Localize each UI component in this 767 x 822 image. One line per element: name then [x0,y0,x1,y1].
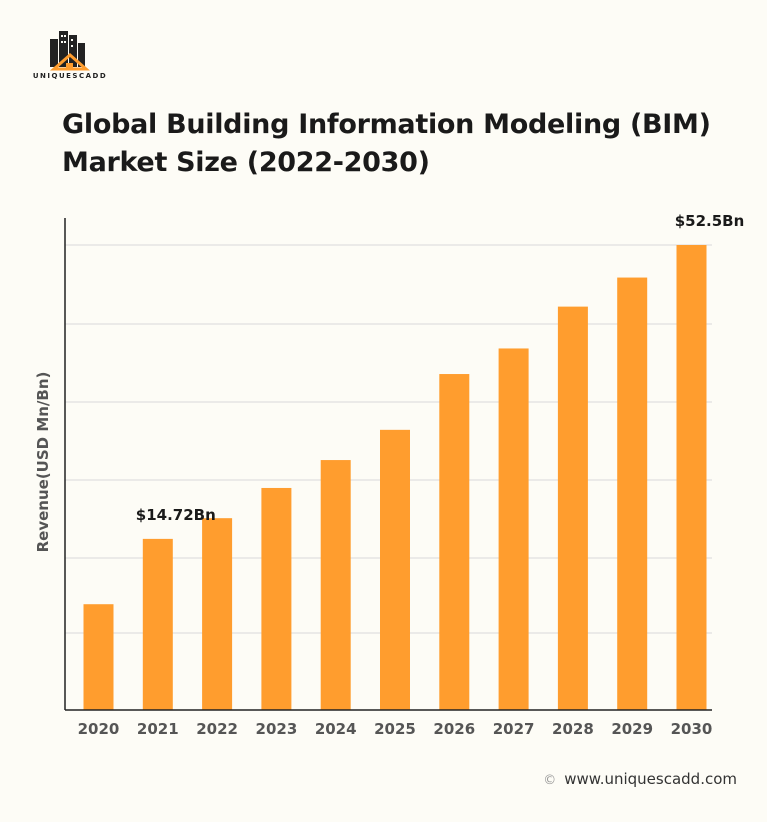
bar-2030 [676,245,707,710]
x-tick-label: 2028 [552,720,594,738]
x-tick-label: 2029 [611,720,653,738]
bar-2027 [498,348,529,710]
bar-2020 [83,604,114,710]
title-line-2: Market Size (2022-2030) [62,147,430,178]
y-axis-label: Revenue(USD Mn/Bn) [34,372,52,553]
brand-logo: UNIQUESCADD [30,25,110,85]
bar-2029 [617,277,648,710]
website-link[interactable]: www.uniquescadd.com [564,770,737,788]
x-tick-label: 2025 [374,720,416,738]
bar-2022 [202,518,233,710]
footer: © www.uniquescadd.com [543,770,737,788]
data-label-2030: $52.5Bn [675,212,745,230]
x-tick-label: 2021 [137,720,179,738]
chart-title: Global Building Information Modeling (BI… [62,106,722,182]
x-tick-label: 2020 [78,720,120,738]
x-tick-label: 2027 [493,720,535,738]
building-logo-icon [50,31,90,71]
bar-2028 [557,306,588,710]
x-tick-label: 2023 [256,720,298,738]
x-tick-label: 2026 [433,720,475,738]
title-line-1: Global Building Information Modeling (BI… [62,109,711,140]
bar-2021 [142,538,173,710]
data-label-2021: $14.72Bn [136,506,216,524]
bar-2026 [439,374,470,710]
x-tick-label: 2024 [315,720,357,738]
copyright-icon: © [543,773,557,788]
x-tick-label: 2022 [196,720,238,738]
bar-2025 [380,429,410,710]
bar-2024 [320,460,351,710]
x-tick-label: 2030 [671,720,713,738]
logo-text: UNIQUESCADD [32,72,108,80]
bar-2023 [261,487,292,710]
